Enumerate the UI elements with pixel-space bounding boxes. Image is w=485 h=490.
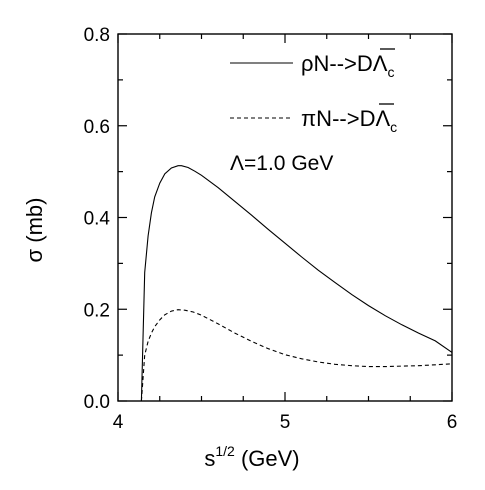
curves-layer xyxy=(140,165,453,402)
legend-label-rho-lambda: Λ xyxy=(373,51,388,76)
y-axis-title: σ (mb) xyxy=(22,198,47,263)
legend-label-rho-dbar: D xyxy=(357,51,373,76)
ticks-layer xyxy=(117,33,453,402)
y-tick-label: 0.4 xyxy=(84,209,111,230)
legend-label-pi: πN-->DΛc xyxy=(301,106,397,135)
x-axis-title-base: s xyxy=(204,446,215,471)
x-tick-label: 5 xyxy=(280,412,291,433)
legend-label-pi-lambda: Λ xyxy=(375,106,390,131)
curve-rho-n xyxy=(140,165,453,402)
x-tick-label: 6 xyxy=(447,412,458,433)
legend-label-rho-sub: c xyxy=(388,64,395,80)
y-tick-label: 0.8 xyxy=(84,25,110,46)
y-tick-label: 0.0 xyxy=(84,392,110,413)
plot-frame xyxy=(117,33,453,402)
legend-label-pi-main: πN--> xyxy=(301,106,360,131)
x-tick-label: 4 xyxy=(113,412,124,433)
lambda-parameter-annotation: Λ=1.0 GeV xyxy=(230,152,333,175)
x-axis-title-rest: (GeV) xyxy=(235,446,300,471)
legend-label-pi-sub: c xyxy=(390,119,397,135)
legend-label-rho: ρN-->DΛc xyxy=(301,51,395,80)
y-tick-label: 0.2 xyxy=(84,300,110,321)
legend: ρN-->DΛc πN-->DΛc xyxy=(230,48,397,135)
x-axis-title-sup: 1/2 xyxy=(215,443,235,459)
y-tick-label: 0.6 xyxy=(84,117,110,138)
x-axis-title: s1/2 (GeV) xyxy=(204,443,299,471)
legend-label-rho-main: ρN--> xyxy=(301,51,357,76)
curve-pi-n xyxy=(140,309,453,402)
tick-labels-layer: 4 5 6 0.0 0.2 0.4 0.6 0.8 xyxy=(84,25,458,433)
legend-label-pi-dbar: D xyxy=(360,106,376,131)
